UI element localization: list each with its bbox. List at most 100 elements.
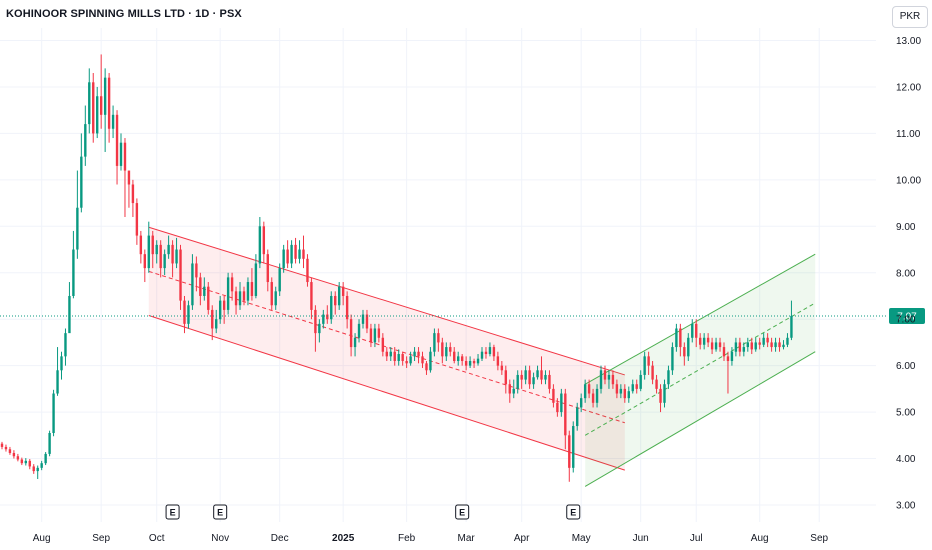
candle — [687, 333, 690, 362]
candle — [639, 370, 642, 392]
candle — [766, 333, 769, 348]
candle — [476, 354, 480, 366]
candle — [409, 351, 412, 366]
earnings-event-marker[interactable]: E — [566, 504, 581, 520]
candle — [758, 337, 761, 350]
candle — [548, 370, 551, 394]
candle — [643, 351, 646, 380]
candle — [659, 384, 662, 413]
candle — [135, 198, 139, 245]
candle — [579, 393, 583, 413]
candle — [369, 323, 373, 348]
candle — [675, 323, 678, 352]
candle — [16, 453, 20, 462]
candle — [92, 73, 95, 143]
candle — [373, 323, 377, 348]
candle — [262, 221, 266, 264]
candle — [191, 254, 194, 310]
candle — [131, 179, 135, 218]
candle — [679, 323, 682, 357]
candle — [175, 237, 178, 269]
earnings-event-marker[interactable]: E — [165, 504, 180, 520]
earnings-event-marker[interactable]: E — [213, 504, 228, 520]
candle — [587, 379, 591, 399]
candle — [187, 300, 190, 329]
candle — [294, 237, 297, 264]
candle — [552, 384, 555, 408]
candle — [88, 68, 91, 134]
candle — [254, 254, 258, 299]
y-tick-label: 7.00 — [896, 315, 916, 326]
candle — [24, 458, 28, 466]
candle — [770, 337, 773, 352]
channel-fill — [585, 254, 816, 487]
candle — [524, 365, 527, 385]
event-label: E — [570, 508, 576, 518]
candle — [52, 389, 55, 437]
x-tick-label: 2025 — [332, 533, 355, 544]
candle — [583, 379, 587, 403]
candle — [540, 356, 543, 385]
candle — [627, 386, 630, 403]
x-tick-label: Sep — [92, 533, 110, 544]
y-tick-label: 3.00 — [896, 501, 916, 512]
candle — [274, 286, 277, 310]
candle — [20, 457, 24, 466]
currency-button[interactable]: PKR — [892, 6, 928, 28]
candle — [710, 337, 714, 355]
candle — [155, 240, 158, 264]
candle — [441, 337, 444, 364]
candle — [218, 295, 222, 324]
candle — [556, 398, 559, 417]
candle — [8, 446, 12, 455]
candle — [111, 105, 115, 139]
candle — [405, 356, 408, 368]
candle — [385, 347, 388, 362]
candle — [143, 249, 147, 283]
candle — [40, 460, 43, 471]
candle — [472, 358, 476, 368]
candle — [96, 86, 99, 139]
candle — [591, 388, 595, 408]
candle — [278, 263, 281, 296]
candle — [536, 365, 539, 380]
channel-lower-line — [584, 351, 816, 487]
candle — [615, 379, 619, 399]
candle — [449, 342, 452, 357]
candle — [107, 73, 111, 143]
candle — [159, 240, 162, 278]
candle — [4, 444, 8, 452]
y-tick-label: 8.00 — [896, 268, 916, 279]
candle — [508, 379, 511, 403]
candle — [345, 291, 349, 329]
candle — [437, 328, 440, 352]
candle — [60, 351, 63, 380]
candle — [782, 340, 785, 350]
candle — [389, 347, 392, 362]
candle — [163, 249, 166, 276]
earnings-event-marker[interactable]: E — [455, 504, 470, 520]
y-tick-label: 11.00 — [896, 129, 921, 140]
candle — [726, 351, 730, 394]
candle — [576, 402, 579, 431]
candle — [72, 230, 75, 299]
candle — [714, 337, 718, 352]
candle — [445, 342, 448, 362]
candle — [167, 235, 170, 259]
candlestick-series — [0, 54, 793, 482]
candle — [492, 344, 496, 362]
candle — [457, 351, 460, 366]
candle — [123, 138, 127, 218]
candle — [246, 277, 250, 306]
y-tick-label: 4.00 — [896, 454, 916, 465]
candle — [429, 347, 432, 373]
x-tick-label: Sep — [810, 533, 828, 544]
candle — [568, 430, 571, 482]
candle — [460, 354, 464, 366]
y-tick-label: 13.00 — [896, 36, 921, 47]
x-tick-label: Jul — [690, 533, 703, 544]
candle — [103, 68, 107, 152]
candle — [433, 328, 436, 357]
